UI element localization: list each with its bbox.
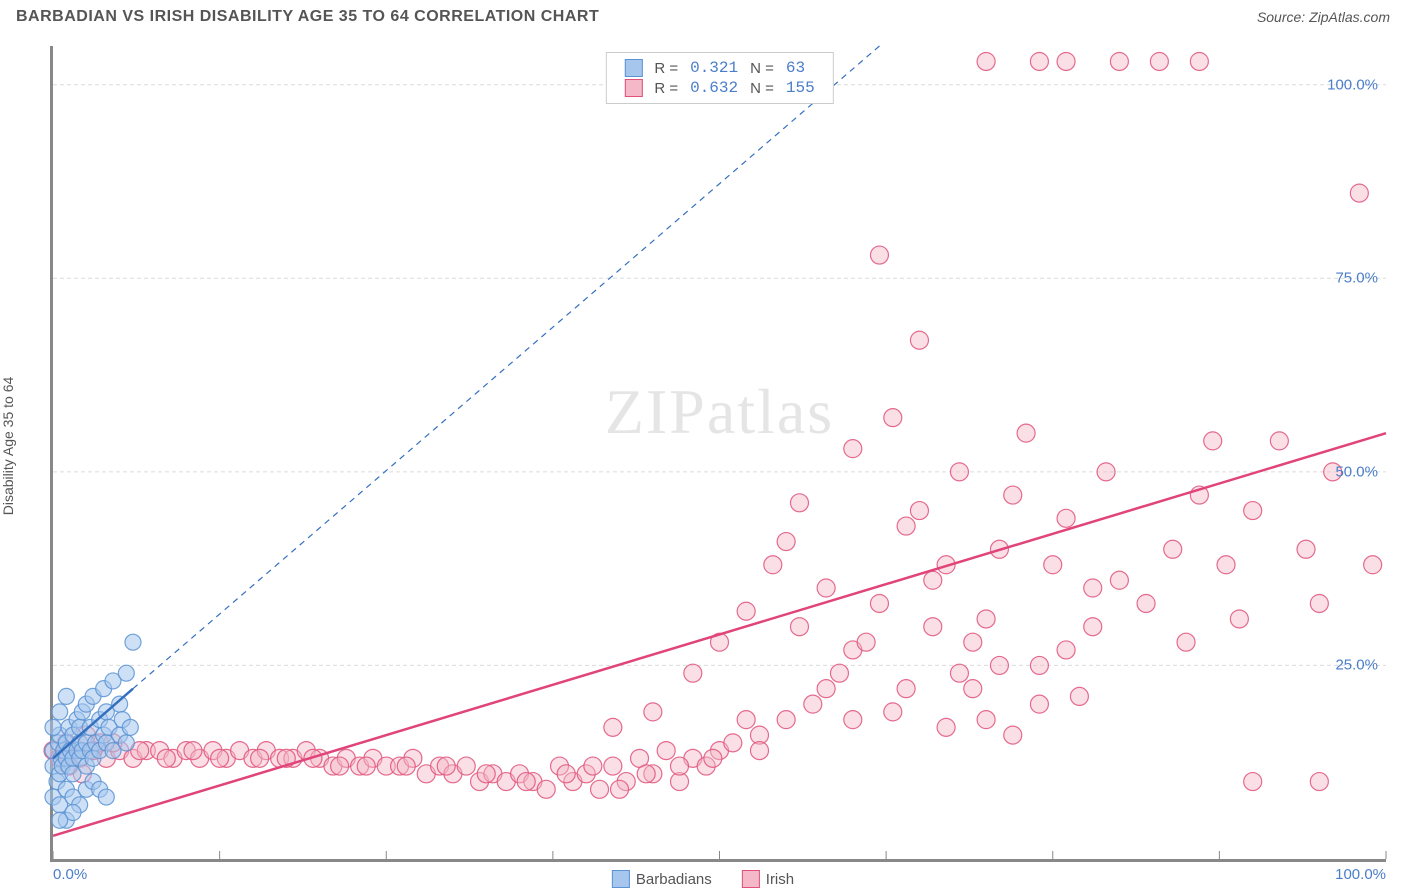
r-value-barbadians: 0.321 <box>684 58 744 78</box>
r-label: R = <box>648 78 684 98</box>
legend-label-irish: Irish <box>766 871 794 888</box>
swatch-barbadians-icon <box>612 870 630 888</box>
n-label: N = <box>744 58 780 78</box>
correlation-table: R = 0.321 N = 63 R = 0.632 N = 155 <box>618 58 820 98</box>
y-axis-label: Disability Age 35 to 64 <box>0 377 16 516</box>
x-tick-label: 100.0% <box>1335 866 1386 883</box>
correlation-legend: R = 0.321 N = 63 R = 0.632 N = 155 <box>605 52 833 104</box>
r-label: R = <box>648 58 684 78</box>
legend-label-barbadians: Barbadians <box>636 871 712 888</box>
x-tick-label: 0.0% <box>53 866 87 883</box>
chart-title: BARBADIAN VS IRISH DISABILITY AGE 35 TO … <box>16 8 599 26</box>
swatch-irish-icon <box>742 870 760 888</box>
source-credit[interactable]: Source: ZipAtlas.com <box>1257 9 1390 25</box>
series-legend: Barbadians Irish <box>612 870 794 888</box>
n-value-irish: 155 <box>780 78 821 98</box>
y-tick-label: 100.0% <box>1327 76 1378 93</box>
n-value-barbadians: 63 <box>780 58 821 78</box>
y-tick-label: 25.0% <box>1335 657 1378 674</box>
correlation-row-irish: R = 0.632 N = 155 <box>618 78 820 98</box>
chart-area: ZIPatlas R = 0.321 N = 63 R = 0.632 N = … <box>50 46 1386 862</box>
swatch-irish <box>624 79 642 97</box>
legend-item-barbadians: Barbadians <box>612 870 712 888</box>
legend-item-irish: Irish <box>742 870 794 888</box>
swatch-barbadians <box>624 59 642 77</box>
n-label: N = <box>744 78 780 98</box>
correlation-row-barbadians: R = 0.321 N = 63 <box>618 58 820 78</box>
scatter-plot <box>53 46 1386 859</box>
y-tick-label: 75.0% <box>1335 270 1378 287</box>
header: BARBADIAN VS IRISH DISABILITY AGE 35 TO … <box>0 0 1406 34</box>
r-value-irish: 0.632 <box>684 78 744 98</box>
y-tick-label: 50.0% <box>1335 463 1378 480</box>
